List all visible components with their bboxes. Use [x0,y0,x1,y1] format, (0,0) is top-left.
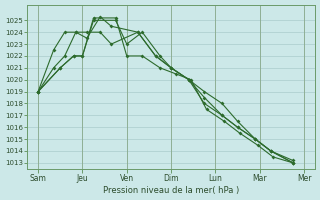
X-axis label: Pression niveau de la mer( hPa ): Pression niveau de la mer( hPa ) [103,186,239,195]
